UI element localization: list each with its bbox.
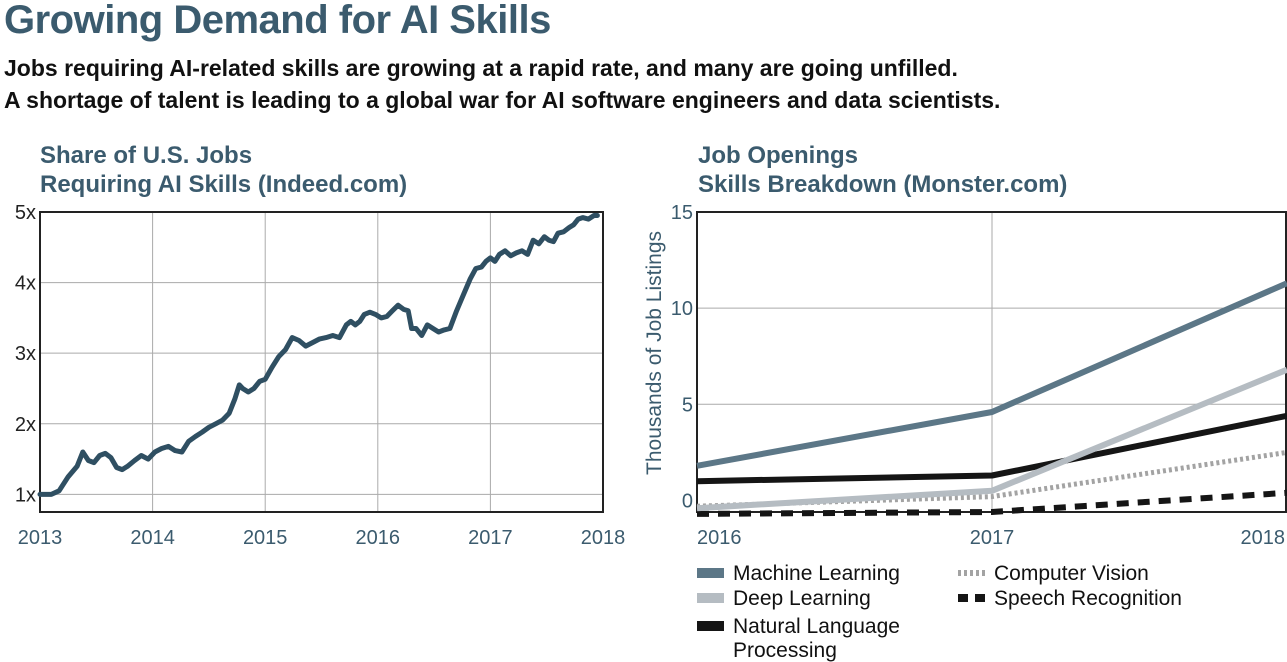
right-chart-title: Job Openings Skills Breakdown (Monster.c… — [698, 141, 1067, 199]
legend-label: Natural Language — [733, 615, 900, 638]
right-x-tick-label: 2018 — [1241, 527, 1286, 549]
left-series-line — [37, 213, 600, 497]
right-chart-title-line-1: Job Openings — [698, 142, 859, 169]
right-y-tick-label: 15 — [671, 202, 693, 224]
left-y-tick-label: 3x — [15, 343, 36, 365]
right-y-axis-label: Thousands of Job Listings — [643, 231, 666, 475]
left-chart-title-line-1: Share of U.S. Jobs — [40, 142, 253, 169]
right-series-line — [696, 280, 1287, 469]
right-y-tick-label: 5 — [682, 394, 693, 416]
page-title: Growing Demand for AI Skills — [4, 0, 551, 42]
left-chart-title-line-2: Requiring AI Skills (Indeed.com) — [40, 171, 408, 198]
right-series-line — [696, 489, 1287, 517]
subtitle-line-1: Jobs requiring AI-related skills are gro… — [4, 55, 958, 81]
left-x-tick-label: 2017 — [468, 527, 513, 549]
left-x-tick-label: 2016 — [356, 527, 401, 549]
left-chart-title: Share of U.S. Jobs Requiring AI Skills (… — [40, 141, 407, 199]
left-y-tick-label: 5x — [15, 202, 36, 224]
left-y-tick-label: 4x — [15, 273, 36, 295]
right-y-tick-label: 10 — [671, 298, 693, 320]
legend-label-continued: Processing — [733, 639, 837, 662]
legend-label: Computer Vision — [994, 562, 1149, 585]
subtitle-line-2: A shortage of talent is leading to a glo… — [4, 87, 1001, 113]
right-x-tick-label: 2016 — [697, 527, 742, 549]
left-y-tick-label: 2x — [15, 414, 36, 436]
left-x-tick-label: 2015 — [243, 527, 288, 549]
right-chart-title-line-2: Skills Breakdown (Monster.com) — [698, 171, 1068, 198]
legend-label: Machine Learning — [733, 562, 900, 585]
left-y-tick-label: 1x — [15, 484, 36, 506]
left-plot-frame — [39, 211, 604, 513]
right-series-line — [696, 412, 1287, 485]
legend-label: Deep Learning — [733, 587, 871, 610]
legend-label: Speech Recognition — [994, 587, 1182, 610]
right-series-line — [696, 366, 1287, 512]
left-x-tick-label: 2014 — [130, 527, 175, 549]
left-x-tick-label: 2013 — [18, 527, 63, 549]
left-x-tick-label: 2018 — [581, 527, 626, 549]
right-x-tick-label: 2017 — [970, 527, 1015, 549]
right-y-tick-label: 0 — [682, 490, 693, 512]
